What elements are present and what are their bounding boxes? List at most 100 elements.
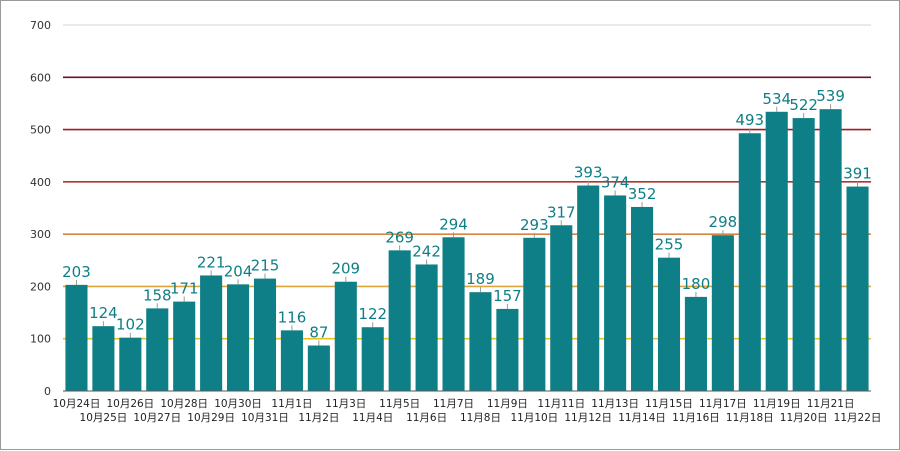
x-tick-label: 11月9日 — [487, 398, 528, 410]
data-label: 102 — [116, 316, 145, 334]
bar — [792, 118, 815, 391]
bar — [334, 281, 357, 391]
bar — [442, 237, 465, 391]
data-label: 293 — [520, 216, 549, 234]
bar — [496, 308, 519, 391]
data-label: 352 — [628, 185, 657, 203]
data-label: 116 — [278, 308, 307, 326]
x-tick-label: 11月15日 — [645, 398, 693, 410]
bar — [550, 225, 573, 391]
reference-lines — [63, 76, 871, 340]
x-tick-label: 10月29日 — [187, 412, 235, 424]
bar — [119, 337, 142, 391]
x-tick-label: 10月25日 — [80, 412, 128, 424]
x-tick-label: 11月1日 — [271, 398, 312, 410]
bar — [388, 250, 411, 391]
data-label: 522 — [789, 96, 818, 114]
bars — [65, 109, 869, 392]
bar — [819, 109, 842, 392]
x-tick-label: 11月13日 — [591, 398, 639, 410]
x-tick-label: 11月21日 — [807, 398, 855, 410]
y-tick-label: 0 — [44, 385, 51, 398]
x-tick-label: 11月12日 — [564, 412, 612, 424]
bar — [200, 275, 223, 391]
data-label: 157 — [493, 287, 522, 305]
data-label: 171 — [170, 280, 199, 298]
bar — [307, 345, 330, 391]
y-tick-label: 100 — [30, 333, 51, 346]
data-label: 158 — [143, 286, 172, 304]
y-tick-label: 500 — [30, 124, 51, 137]
x-tick-label: 11月20日 — [780, 412, 828, 424]
x-tick-label: 10月27日 — [133, 412, 181, 424]
bar — [738, 133, 761, 391]
data-label: 269 — [385, 228, 414, 246]
bar — [146, 308, 169, 391]
x-tick-label: 11月19日 — [753, 398, 801, 410]
x-tick-label: 11月16日 — [672, 412, 720, 424]
bar — [227, 284, 250, 391]
bar — [577, 185, 600, 391]
data-label: 539 — [816, 87, 845, 105]
x-tick-label: 10月31日 — [241, 412, 289, 424]
y-tick-label: 700 — [30, 19, 51, 32]
x-tick-label: 10月24日 — [53, 398, 101, 410]
x-tick-label: 11月22日 — [834, 412, 882, 424]
x-tick-label: 11月2日 — [298, 412, 339, 424]
x-tick-label: 11月18日 — [726, 412, 774, 424]
x-tick-label: 11月17日 — [699, 398, 747, 410]
data-label: 294 — [439, 215, 468, 233]
y-tick-label: 400 — [30, 176, 51, 189]
bar — [657, 257, 681, 391]
data-label: 298 — [709, 213, 738, 231]
x-tick-label: 11月6日 — [406, 412, 447, 424]
data-label: 87 — [309, 324, 328, 342]
y-axis-ticks: 0 100 200 300 400 500 600 700 — [30, 19, 51, 398]
bar — [253, 278, 277, 391]
bar — [415, 264, 438, 391]
bar — [173, 301, 196, 391]
x-tick-label: 11月7日 — [433, 398, 474, 410]
bar — [604, 195, 627, 391]
data-label: 242 — [412, 242, 441, 260]
bar — [846, 186, 869, 391]
bar — [523, 237, 546, 391]
x-tick-label: 11月5日 — [379, 398, 420, 410]
bar — [711, 235, 734, 391]
x-tick-label: 11月3日 — [325, 398, 366, 410]
x-axis-ticks: 10月24日 10月25日 10月26日 10月27日 10月28日 10月29日 10月3… — [53, 398, 882, 424]
data-label: 180 — [682, 275, 711, 293]
data-label: 122 — [358, 305, 387, 323]
data-label: 124 — [89, 304, 118, 322]
x-tick-label: 11月14日 — [618, 412, 666, 424]
data-label: 204 — [224, 262, 253, 280]
y-tick-label: 300 — [30, 228, 51, 241]
data-label: 317 — [547, 203, 576, 221]
x-tick-label: 10月30日 — [214, 398, 262, 410]
data-label: 203 — [62, 263, 91, 281]
bar — [631, 206, 654, 391]
x-tick-label: 10月28日 — [160, 398, 208, 410]
data-label: 215 — [251, 257, 280, 275]
data-label: 255 — [655, 236, 684, 254]
data-label: 391 — [843, 165, 872, 183]
bar — [65, 284, 88, 391]
data-label: 189 — [466, 270, 495, 288]
x-tick-label: 11月4日 — [352, 412, 393, 424]
bar — [361, 327, 384, 391]
y-tick-label: 200 — [30, 280, 51, 293]
bar — [92, 326, 115, 391]
data-label: 534 — [762, 90, 791, 108]
bar — [469, 292, 492, 391]
x-tick-label: 10月26日 — [106, 398, 154, 410]
data-label: 493 — [735, 111, 764, 129]
x-tick-label: 11月11日 — [537, 398, 585, 410]
data-label: 374 — [601, 173, 630, 191]
x-tick-label: 11月8日 — [460, 412, 501, 424]
data-label: 393 — [574, 164, 603, 182]
bar — [280, 330, 303, 391]
bar — [765, 111, 788, 392]
x-tick-label: 11月10日 — [510, 412, 558, 424]
